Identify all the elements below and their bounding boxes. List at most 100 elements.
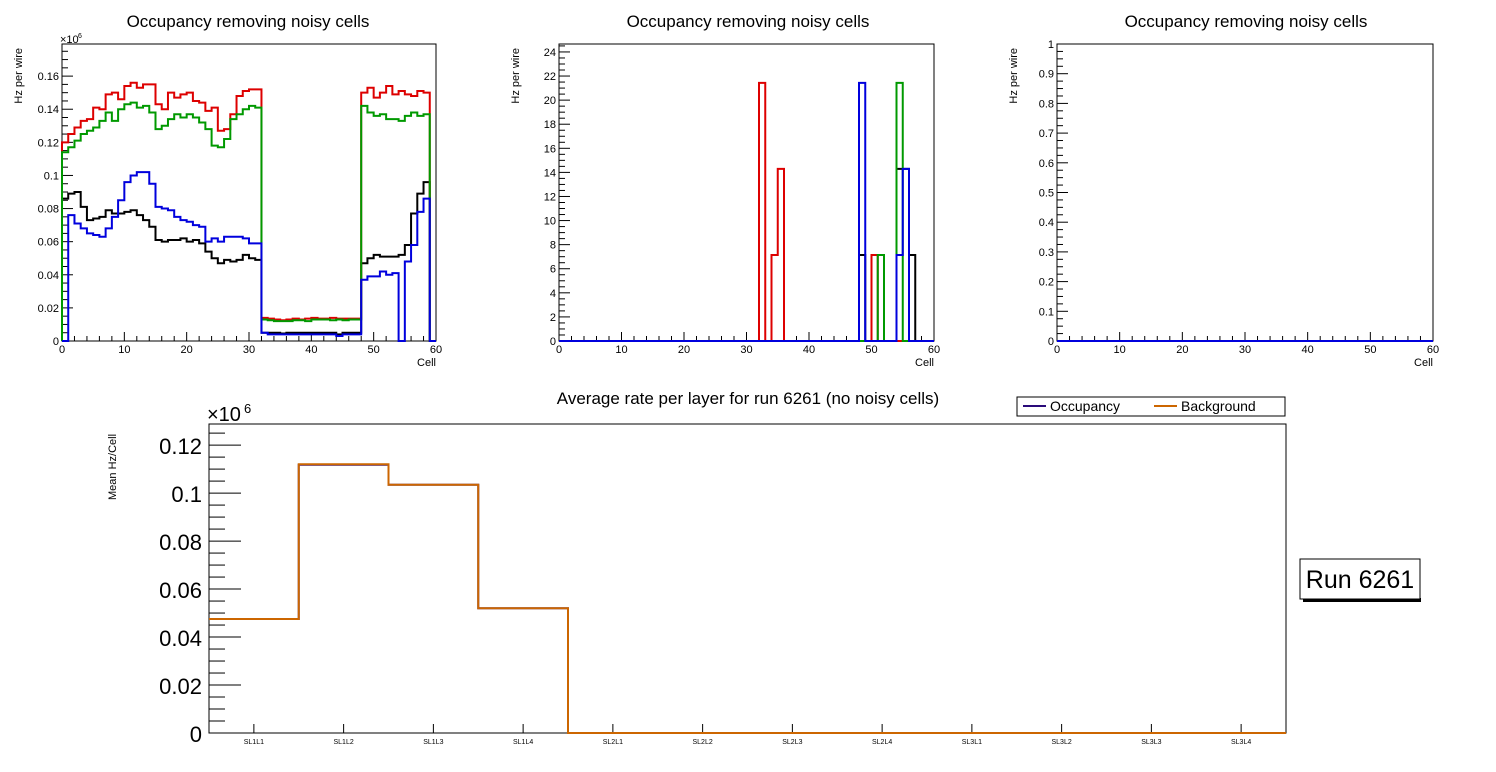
x-tick-label: 10	[1114, 344, 1126, 356]
y-tick-label: 0.1	[1039, 306, 1054, 318]
x-tick-label: 20	[678, 344, 690, 356]
chart-title: Occupancy removing noisy cells	[127, 12, 370, 31]
x-axis-label: Cell	[915, 357, 934, 369]
y-tick-label: 0.2	[1039, 277, 1054, 289]
y-tick-label: 0.12	[38, 137, 59, 149]
y-tick-label: 0.12	[159, 434, 202, 459]
series-black	[61, 181, 436, 342]
x-tick-label: 0	[59, 344, 65, 356]
y-axis-label: Hz per wire	[510, 48, 522, 104]
x-tick-label: 0	[1054, 344, 1060, 356]
series-blue	[62, 171, 436, 342]
y-tick-label: 0	[1048, 336, 1054, 348]
x-tick-label: SL3L3	[1141, 739, 1161, 746]
y-tick-label: 12	[544, 191, 556, 203]
layer-rate-pad: Average rate per layer for run 6261 (no …	[107, 389, 1287, 747]
x-tick-label: 20	[181, 344, 193, 356]
x-tick-label: 30	[1239, 344, 1251, 356]
x-tick-label: 20	[1176, 344, 1188, 356]
x-tick-label: 60	[928, 344, 940, 356]
y-tick-label: 1	[1048, 39, 1054, 51]
y-tick-label: 0.04	[38, 270, 59, 282]
y-tick-label: 4	[550, 288, 556, 300]
y-axis-label: Hz per wire	[13, 48, 25, 104]
series-green	[61, 101, 436, 342]
chart-title: Occupancy removing noisy cells	[1125, 12, 1368, 31]
y-tick-label: 16	[544, 143, 556, 155]
y-multiplier-exponent: 6	[78, 33, 82, 40]
series-green	[559, 81, 934, 342]
x-tick-label: 50	[368, 344, 380, 356]
histogram-pad-1: Occupancy removing noisy cells 0 10 20 30 40 5…	[13, 12, 442, 369]
x-tick-label: 30	[740, 344, 752, 356]
x-tick-label: 30	[243, 344, 255, 356]
x-tick-label: SL1L3	[423, 739, 443, 746]
x-tick-label: SL2L3	[782, 739, 802, 746]
y-tick-label: 0.6	[1039, 158, 1054, 170]
plot-frame	[208, 423, 1287, 734]
y-tick-label: 8	[550, 240, 556, 252]
y-multiplier: ×10	[60, 34, 79, 46]
x-tick-label: SL3L4	[1231, 739, 1251, 746]
y-multiplier: ×10	[207, 404, 241, 426]
x-tick-label: 40	[305, 344, 317, 356]
x-tick-label: 10	[615, 344, 627, 356]
y-tick-label: 20	[544, 95, 556, 107]
legend-box	[1016, 396, 1286, 417]
chart-title: Occupancy removing noisy cells	[627, 12, 870, 31]
series-occupancy	[209, 463, 1286, 734]
y-tick-label: 0.7	[1039, 128, 1054, 140]
x-tick-label: 60	[430, 344, 442, 356]
y-axis-label: Mean Hz/Cell	[107, 434, 119, 500]
x-tick-label: SL1L1	[244, 739, 264, 746]
y-tick-label: 0.14	[38, 104, 59, 116]
y-multiplier-exponent: 6	[244, 401, 251, 416]
y-tick-label: 0.1	[44, 170, 59, 182]
y-tick-label: 0.9	[1039, 69, 1054, 81]
y-tick-label: 0.8	[1039, 98, 1054, 110]
x-tick-label: 60	[1427, 344, 1439, 356]
y-tick-label: 22	[544, 71, 556, 83]
y-tick-label: 0.1	[171, 482, 202, 507]
y-tick-label: 24	[544, 47, 556, 59]
y-tick-label: 18	[544, 119, 556, 131]
run-label-box: Run 6261	[1299, 558, 1421, 602]
legend-label-background: Background	[1181, 398, 1256, 414]
x-tick-label: SL3L2	[1052, 739, 1072, 746]
run-label: Run 6261	[1306, 566, 1414, 594]
y-tick-label: 14	[544, 167, 556, 179]
x-tick-label: 0	[556, 344, 562, 356]
series-background	[209, 463, 1286, 734]
x-tick-label: SL3L1	[962, 739, 982, 746]
series-red	[61, 81, 436, 342]
y-tick-label: 0.5	[1039, 188, 1054, 200]
y-axis-label: Hz per wire	[1008, 48, 1020, 104]
y-tick-label: 0.06	[38, 237, 59, 249]
y-tick-label: 0.06	[159, 578, 202, 603]
plot-frame	[1056, 43, 1434, 342]
x-axis-label: Cell	[1414, 357, 1433, 369]
y-tick-label: 6	[550, 264, 556, 276]
y-tick-label: 0	[53, 336, 59, 348]
x-tick-label: SL2L4	[872, 739, 892, 746]
y-tick-label: 0.16	[38, 71, 59, 83]
chart-title: Average rate per layer for run 6261 (no …	[557, 389, 939, 408]
x-tick-label: 40	[1302, 344, 1314, 356]
y-tick-label: 10	[544, 216, 556, 228]
y-tick-label: 0.08	[159, 530, 202, 555]
y-tick-label: 0.3	[1039, 247, 1054, 259]
legend-label-occupancy: Occupancy	[1050, 398, 1120, 414]
x-tick-label: 10	[118, 344, 130, 356]
y-tick-label: 0	[550, 336, 556, 348]
series-blue	[559, 81, 934, 342]
y-tick-label: 0	[190, 722, 202, 747]
x-tick-label: SL2L1	[603, 739, 623, 746]
x-axis-label: Cell	[417, 357, 436, 369]
x-tick-label: SL1L2	[334, 739, 354, 746]
x-tick-label: SL2L2	[693, 739, 713, 746]
x-tick-label: 40	[803, 344, 815, 356]
y-tick-label: 0.02	[159, 674, 202, 699]
x-tick-label: SL1L4	[513, 739, 533, 746]
